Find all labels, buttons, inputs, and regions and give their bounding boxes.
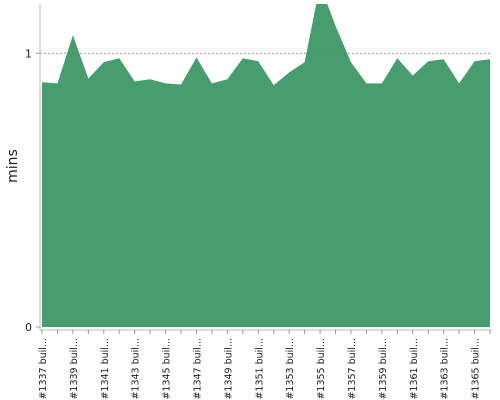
x-tick-label: #1355 buil... [316, 338, 327, 400]
x-tick-label: #1337 buil... [38, 338, 49, 400]
y-tick-label: 0 [25, 321, 32, 334]
x-tick-label: #1351 buil... [254, 338, 265, 400]
x-tick-label: #1345 buil... [162, 338, 173, 400]
x-tick-label: #1343 buil... [131, 338, 142, 400]
y-tick-label: 1 [25, 47, 32, 60]
x-tick-label: #1359 buil... [378, 338, 389, 400]
x-tick-label: #1357 buil... [347, 338, 358, 400]
x-tick-label: #1349 buil... [223, 338, 234, 400]
y-axis-label: mins [5, 149, 21, 183]
x-tick-label: #1353 buil... [285, 338, 296, 400]
x-tick-label: #1361 buil... [409, 338, 420, 400]
x-tick-label: #1339 buil... [69, 338, 80, 400]
x-tick-label: #1341 buil... [100, 338, 111, 400]
x-tick-label: #1365 buil... [471, 338, 482, 400]
x-tick-label: #1363 buil... [440, 338, 451, 400]
area [42, 4, 490, 327]
x-tick-label: #1347 buil... [192, 338, 203, 400]
